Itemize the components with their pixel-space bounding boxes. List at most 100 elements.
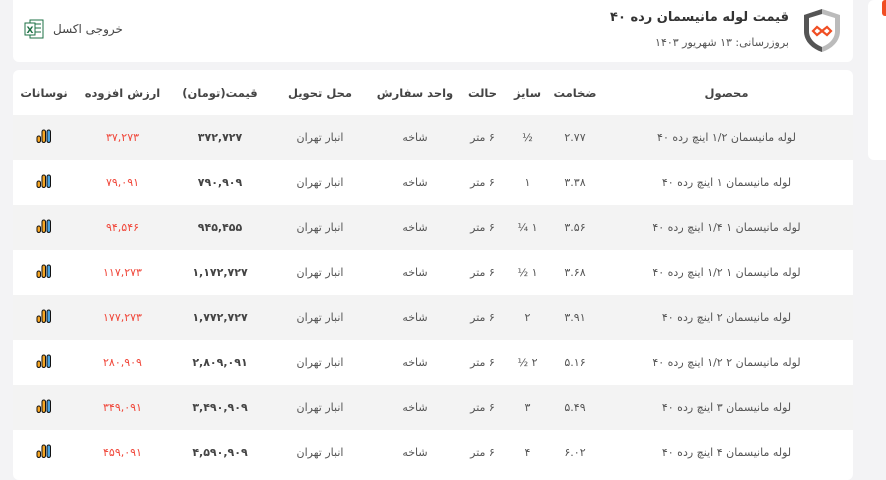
cell-size: ۱ ½ <box>517 266 538 279</box>
cell-product: لوله مانیسمان ۱ اینچ رده ۴۰ <box>661 176 792 189</box>
cell-delivery: انبار تهران <box>296 176 344 189</box>
cell-vat: ۹۴,۵۴۶ <box>75 205 170 250</box>
cell-delivery: انبار تهران <box>296 266 344 279</box>
table-row: لوله مانیسمان ۳ اینچ رده ۴۰ ۵.۴۹ ۳ ۶ متر شاخ… <box>13 385 853 430</box>
cell-delivery: انبار تهران <box>296 356 344 369</box>
cell-vat: ۷۹,۰۹۱ <box>105 176 140 189</box>
bar-chart-icon <box>36 174 51 188</box>
cell-product: لوله مانیسمان ۴ اینچ رده ۴۰ <box>661 446 792 459</box>
cell-state: ۶ متر <box>470 356 495 369</box>
price-chart-button[interactable] <box>13 115 75 160</box>
cell-price: ۳,۴۹۰,۹۰۹ <box>170 385 270 430</box>
price-chart-button[interactable] <box>13 340 75 385</box>
cell-vat: ۴۵۹,۰۹۱ <box>103 446 142 459</box>
shield-logo-icon <box>804 9 840 52</box>
cell-unit: شاخه <box>402 176 428 189</box>
page-title: قیمت لوله مانیسمان رده ۴۰ <box>610 10 789 25</box>
cell-thickness: ۵.۱۶ <box>564 356 586 369</box>
cell-thickness: ۳.۳۸ <box>564 176 586 189</box>
cell-unit: شاخه <box>402 356 428 369</box>
cell-price: ۱,۷۷۲,۷۲۷ <box>170 295 270 340</box>
cell-unit: شاخه <box>370 385 460 430</box>
excel-export-label: خروجی اکسل <box>53 22 123 36</box>
table-row: لوله مانیسمان ۲ اینچ رده ۴۰ ۳.۹۱ ۲ ۶ متر شاخ… <box>13 295 853 340</box>
cell-product: لوله مانیسمان ۱ ۱/۴ اینچ رده ۴۰ <box>600 205 853 250</box>
cell-price: ۷۹۰,۹۰۹ <box>197 176 243 189</box>
bar-chart-icon <box>36 309 51 323</box>
cell-delivery: انبار تهران <box>270 385 370 430</box>
cell-thickness: ۲.۷۷ <box>550 115 600 160</box>
price-chart-button[interactable] <box>13 205 75 250</box>
cell-thickness: ۳.۹۱ <box>550 295 600 340</box>
cell-product: لوله مانیسمان ۱/۲ اینچ رده ۴۰ <box>600 115 853 160</box>
price-table: محصول ضخامت سایز حالت واحد سفارش محل تحو… <box>13 70 853 475</box>
bar-chart-icon <box>36 264 51 278</box>
page-header: قیمت لوله مانیسمان رده ۴۰ بروزرسانی: ۱۳ … <box>13 0 853 62</box>
price-chart-button[interactable] <box>13 385 75 430</box>
cell-thickness: ۳.۵۶ <box>550 205 600 250</box>
col-size: سایز <box>513 85 542 100</box>
cell-price: ۹۴۵,۴۵۵ <box>170 205 270 250</box>
excel-export-button[interactable]: X خروجی اکسل <box>23 18 123 40</box>
cell-state: ۶ متر <box>460 205 505 250</box>
cell-product: لوله مانیسمان ۲ اینچ رده ۴۰ <box>600 295 853 340</box>
table-header-row: محصول ضخامت سایز حالت واحد سفارش محل تحو… <box>13 70 853 115</box>
cell-delivery: انبار تهران <box>270 295 370 340</box>
col-unit: واحد سفارش <box>376 85 454 100</box>
col-vat: ارزش افزوده <box>84 85 161 100</box>
table-row: لوله مانیسمان ۱/۲ اینچ رده ۴۰ ۲.۷۷ ½ ۶ متر ش… <box>13 115 853 160</box>
svg-text:X: X <box>27 26 34 36</box>
cell-size: ۳ <box>505 385 550 430</box>
table-row: لوله مانیسمان ۱ اینچ رده ۴۰ ۳.۳۸ ۱ ۶ متر شاخ… <box>13 160 853 205</box>
cell-delivery: انبار تهران <box>270 205 370 250</box>
price-chart-button[interactable] <box>13 430 75 475</box>
cell-product: لوله مانیسمان ۳ اینچ رده ۴۰ <box>600 385 853 430</box>
col-chart: نوسانات <box>20 85 68 100</box>
col-product: محصول <box>704 85 749 100</box>
bar-chart-icon <box>36 219 51 233</box>
price-table-card: محصول ضخامت سایز حالت واحد سفارش محل تحو… <box>13 70 853 480</box>
cell-state: ۶ متر <box>460 115 505 160</box>
cell-thickness: ۶.۰۲ <box>564 446 586 459</box>
cell-vat: ۲۸۰,۹۰۹ <box>103 356 142 369</box>
col-thickness: ضخامت <box>553 85 597 100</box>
cell-delivery: انبار تهران <box>270 115 370 160</box>
price-chart-button[interactable] <box>13 160 75 205</box>
cell-state: ۶ متر <box>470 176 495 189</box>
table-row: لوله مانیسمان ۲ ۱/۲ اینچ رده ۴۰ ۵.۱۶ ۲ ½ ۶ … <box>13 340 853 385</box>
cell-vat: ۳۷,۲۷۳ <box>75 115 170 160</box>
cell-thickness: ۵.۴۹ <box>550 385 600 430</box>
col-price: قیمت(تومان) <box>182 85 258 100</box>
cell-state: ۶ متر <box>460 295 505 340</box>
cell-unit: شاخه <box>402 446 428 459</box>
cell-unit: شاخه <box>370 295 460 340</box>
side-panel <box>868 0 886 160</box>
excel-icon: X <box>24 19 44 39</box>
side-accent <box>882 0 886 16</box>
cell-delivery: انبار تهران <box>296 446 344 459</box>
cell-price: ۳۷۲,۷۲۷ <box>170 115 270 160</box>
bar-chart-icon <box>36 444 51 458</box>
col-delivery: محل تحویل <box>287 85 353 100</box>
cell-product: لوله مانیسمان ۱ ۱/۲ اینچ رده ۴۰ <box>652 266 801 279</box>
cell-state: ۶ متر <box>470 266 495 279</box>
cell-size: ۲ <box>505 295 550 340</box>
cell-state: ۶ متر <box>470 446 495 459</box>
price-chart-button[interactable] <box>13 250 75 295</box>
cell-size: ۴ <box>524 446 531 459</box>
table-row: لوله مانیسمان ۴ اینچ رده ۴۰ ۶.۰۲ ۴ ۶ متر شاخ… <box>13 430 853 475</box>
cell-vat: ۱۷۷,۲۷۳ <box>75 295 170 340</box>
cell-price: ۱,۱۷۲,۷۲۷ <box>192 266 248 279</box>
cell-state: ۶ متر <box>460 385 505 430</box>
col-state: حالت <box>467 85 498 100</box>
cell-size: ۱ <box>524 176 531 189</box>
cell-thickness: ۳.۶۸ <box>564 266 586 279</box>
cell-price: ۴,۵۹۰,۹۰۹ <box>192 446 248 459</box>
cell-size: ½ <box>505 115 550 160</box>
cell-unit: شاخه <box>370 115 460 160</box>
cell-unit: شاخه <box>402 266 428 279</box>
bar-chart-icon <box>36 129 51 143</box>
table-row: لوله مانیسمان ۱ ۱/۲ اینچ رده ۴۰ ۳.۶۸ ۱ ½ ۶ … <box>13 250 853 295</box>
price-chart-button[interactable] <box>13 295 75 340</box>
